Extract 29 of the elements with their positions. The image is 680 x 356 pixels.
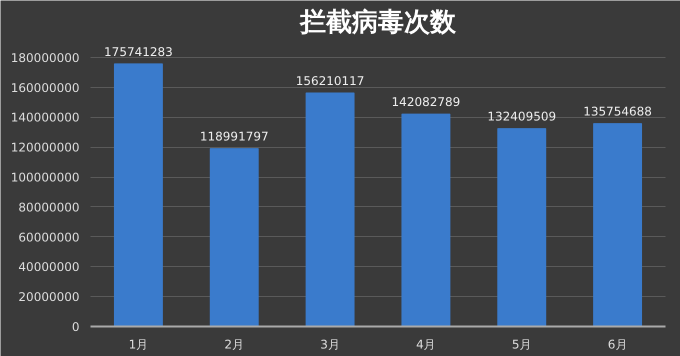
x-tick-label: 2月 bbox=[224, 338, 244, 352]
y-tick-label: 160000000 bbox=[10, 80, 80, 95]
y-tick-label: 40000000 bbox=[18, 260, 80, 274]
x-tick-label: 1月 bbox=[128, 338, 148, 352]
y-tick-label: 80000000 bbox=[18, 200, 80, 214]
data-label: 156210117 bbox=[296, 74, 364, 88]
y-tick-label: 180000000 bbox=[10, 50, 80, 65]
bar bbox=[593, 123, 642, 326]
y-tick-label: 100000000 bbox=[10, 170, 80, 185]
y-tick-label: 20000000 bbox=[18, 290, 80, 304]
y-tick-label: 120000000 bbox=[10, 140, 80, 155]
chart-title: 拦截病毒次数 bbox=[299, 8, 457, 38]
bar bbox=[401, 114, 450, 326]
x-tick-label: 5月 bbox=[512, 338, 532, 352]
bar bbox=[114, 63, 163, 326]
data-label: 135754688 bbox=[583, 104, 652, 119]
y-tick-label: 0 bbox=[72, 320, 80, 334]
y-tick-label: 140000000 bbox=[10, 110, 80, 125]
bar bbox=[306, 92, 355, 326]
x-tick-label: 3月 bbox=[320, 338, 340, 352]
bar bbox=[210, 148, 259, 326]
x-tick-label: 4月 bbox=[416, 338, 436, 352]
data-label: 175741283 bbox=[104, 44, 173, 59]
x-tick-label: 6月 bbox=[608, 338, 628, 352]
data-label: 132409509 bbox=[487, 110, 556, 124]
bar bbox=[497, 128, 546, 326]
data-label: 118991797 bbox=[200, 130, 269, 144]
y-tick-label: 60000000 bbox=[18, 230, 80, 244]
data-label: 142082789 bbox=[392, 95, 460, 110]
